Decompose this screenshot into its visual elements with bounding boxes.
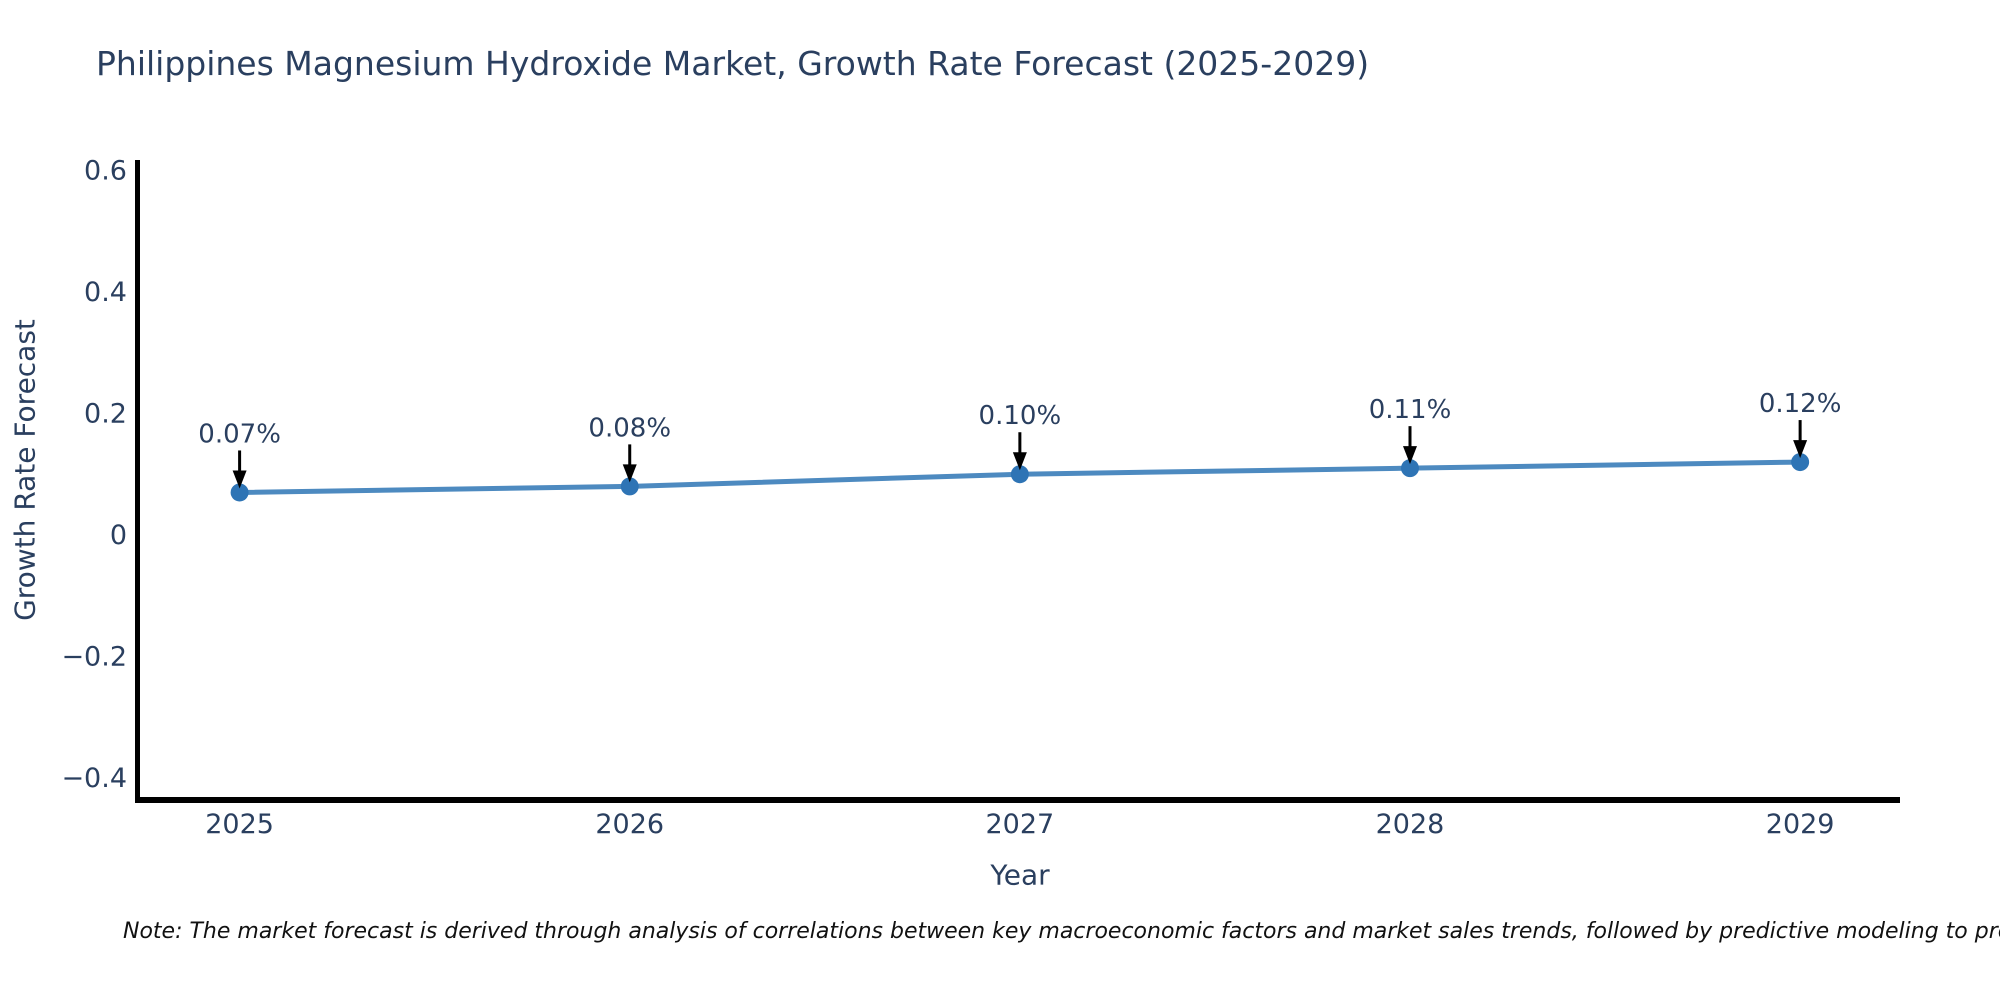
x-tick-label: 2028 <box>1376 809 1445 840</box>
y-tick-label: 0.4 <box>84 277 127 308</box>
annotation-arrow-head <box>232 470 247 489</box>
x-tick-label: 2029 <box>1766 809 1835 840</box>
y-tick-label: 0.2 <box>84 398 127 429</box>
annotation-arrow-head <box>1012 452 1027 471</box>
data-point-label: 0.12% <box>1759 389 1842 419</box>
data-point-label: 0.11% <box>1369 395 1452 425</box>
data-point-marker <box>1010 465 1029 484</box>
annotation-arrow-head <box>1793 440 1808 459</box>
data-point-marker <box>1400 459 1419 478</box>
data-point-label: 0.10% <box>979 401 1062 431</box>
data-point-label: 0.07% <box>198 419 281 449</box>
x-tick-label: 2027 <box>986 809 1055 840</box>
y-tick-label: 0 <box>110 520 127 551</box>
chart-title: Philippines Magnesium Hydroxide Market, … <box>96 44 1370 83</box>
x-tick-label: 2026 <box>595 809 664 840</box>
x-axis-title: Year <box>990 858 1050 892</box>
data-point-marker <box>230 483 249 502</box>
data-point-marker <box>1791 453 1810 472</box>
y-tick-label: −0.2 <box>61 642 127 673</box>
y-tick-label: 0.6 <box>84 155 127 186</box>
data-point-label: 0.08% <box>588 413 671 443</box>
data-point-marker <box>620 477 639 496</box>
x-tick-label: 2025 <box>205 809 274 840</box>
annotation-arrow-head <box>1402 446 1417 465</box>
y-axis-title: Growth Rate Forecast <box>8 319 42 621</box>
footnote: Note: The market forecast is derived thr… <box>123 919 2000 944</box>
annotation-arrow-head <box>622 464 637 483</box>
y-tick-label: −0.4 <box>61 763 127 794</box>
